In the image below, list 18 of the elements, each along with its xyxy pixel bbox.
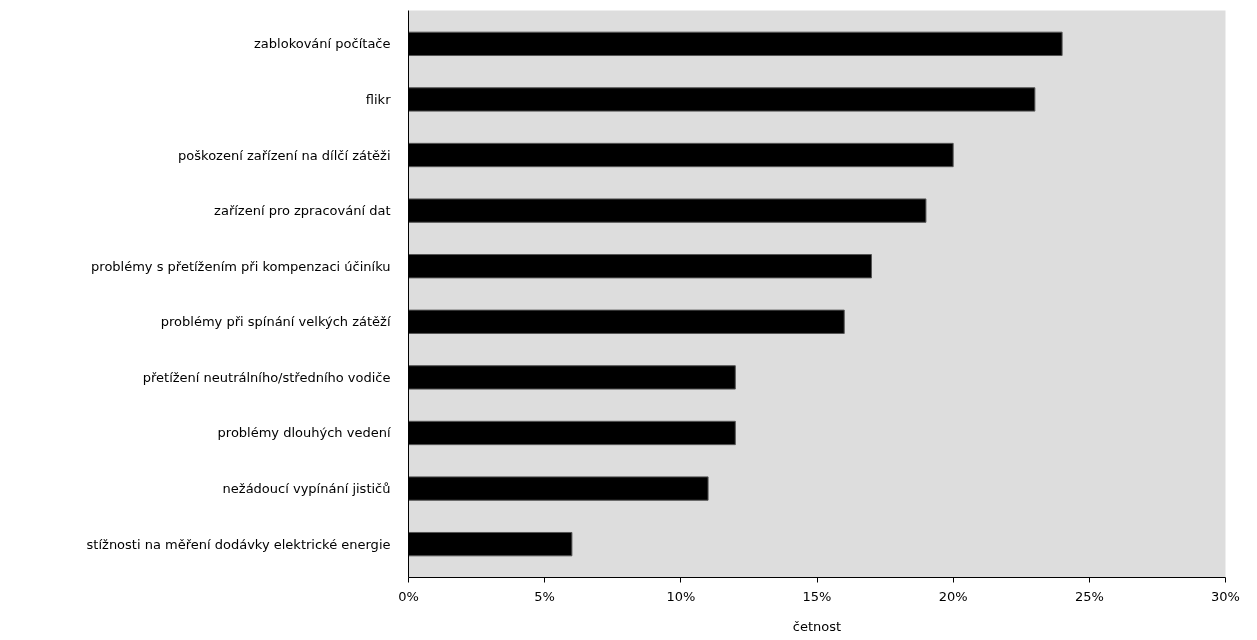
x-tick-label: 0% (398, 588, 419, 604)
y-tick-label: stížnosti na měření dodávky elektrické energie (86, 536, 391, 552)
y-tick-label: problémy při spínání velkých zátěží (160, 314, 391, 330)
y-tick-label: zablokování počítače (254, 36, 391, 52)
y-tick-label: zařízení pro zpracování dat (214, 203, 391, 219)
y-tick-label: problémy s přetížením při kompenzaci účiníku (91, 258, 391, 274)
x-tick-label: 25% (1074, 588, 1104, 604)
x-tick-label: 5% (534, 588, 555, 604)
y-tick-label: poškození zařízení na dílčí zátěži (178, 147, 391, 163)
y-tick-label: flikr (365, 91, 392, 107)
x-tick-label: 30% (1211, 588, 1240, 604)
x-tick-label: 15% (802, 588, 832, 604)
y-tick-label: přetížení neutrálního/středního vodiče (142, 369, 391, 385)
x-tick-label: 10% (666, 588, 696, 604)
x-axis-title: četnost (792, 618, 842, 634)
y-tick-label: problémy dlouhých vedení (217, 425, 391, 441)
x-tick-label: 20% (938, 588, 968, 604)
y-tick-label: nežádoucí vypínání jističů (222, 481, 391, 497)
